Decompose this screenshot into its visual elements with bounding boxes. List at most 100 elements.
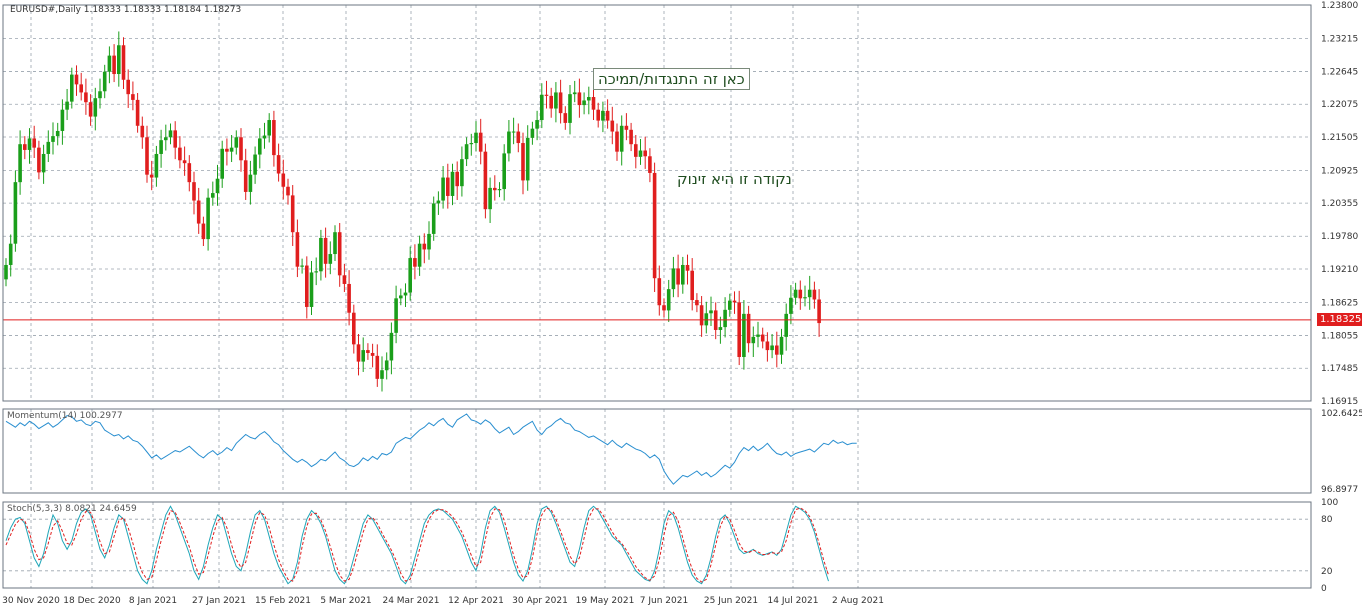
candle-bear bbox=[634, 144, 638, 157]
candle-bear bbox=[521, 143, 525, 181]
candle-bull bbox=[464, 144, 469, 160]
candle-bull bbox=[784, 313, 788, 337]
candle-bull bbox=[474, 132, 478, 144]
price-tick-label: 1.23215 bbox=[1321, 35, 1358, 45]
candle-bull bbox=[70, 74, 74, 102]
candle-bull bbox=[333, 232, 337, 255]
candle-bear bbox=[272, 120, 276, 156]
candle-bear bbox=[446, 177, 450, 196]
candle-bear bbox=[79, 84, 83, 93]
candle-bear bbox=[201, 223, 206, 240]
price-tick-label: 1.17485 bbox=[1321, 364, 1358, 374]
candle-bear bbox=[337, 232, 342, 276]
candle-bull bbox=[314, 271, 318, 273]
candle-bull bbox=[488, 187, 492, 210]
ignition-point-annotation[interactable]: נקודה זו היא זינוק bbox=[677, 170, 792, 188]
price-tick-label: 1.16915 bbox=[1321, 397, 1358, 407]
pane-frame bbox=[2, 501, 1312, 589]
date-tick-label: 12 Apr 2021 bbox=[448, 596, 504, 606]
candle-bull bbox=[601, 110, 605, 121]
candle-bull bbox=[436, 200, 441, 204]
stochastic-title: Stoch(5,3,3) 8.0821 24.6459 bbox=[7, 504, 137, 514]
candle-bull bbox=[554, 92, 558, 109]
candle-bear bbox=[276, 155, 281, 174]
candle-bear bbox=[131, 94, 135, 100]
candle-bear bbox=[84, 92, 88, 103]
candle-bull bbox=[728, 300, 732, 310]
candle-bull bbox=[65, 101, 69, 110]
candle-bull bbox=[403, 292, 408, 296]
candle-bear bbox=[563, 113, 568, 123]
candle-bull bbox=[389, 332, 394, 361]
candle-bear bbox=[596, 109, 600, 121]
candle-bear bbox=[239, 137, 243, 161]
candle-bull bbox=[793, 289, 798, 298]
candle-bull bbox=[229, 147, 234, 152]
candle-bull bbox=[587, 97, 591, 101]
candle-bull bbox=[267, 120, 271, 136]
candle-bull bbox=[159, 140, 163, 154]
candle-bull bbox=[511, 131, 516, 133]
candle-bull bbox=[55, 130, 60, 137]
candle-bear bbox=[746, 313, 751, 344]
candle-bull bbox=[253, 154, 257, 175]
candle-bull bbox=[93, 98, 98, 117]
candle-bear bbox=[662, 305, 666, 311]
candle-bear bbox=[295, 232, 300, 267]
price-tick-label: 1.22645 bbox=[1321, 67, 1358, 77]
candle-bull bbox=[417, 243, 422, 267]
candle-bear bbox=[149, 174, 154, 178]
candle-bull bbox=[168, 130, 173, 138]
candle-bull bbox=[789, 297, 793, 314]
candle-bull bbox=[619, 125, 624, 152]
candle-bear bbox=[483, 151, 488, 210]
candle-bull bbox=[51, 136, 55, 142]
price-tick-label: 1.18625 bbox=[1321, 299, 1358, 309]
candle-bear bbox=[370, 352, 375, 356]
candle-bear bbox=[685, 264, 690, 271]
candle-bull bbox=[380, 370, 384, 379]
stoch-tick-label: 0 bbox=[1321, 584, 1327, 594]
candle-bear bbox=[478, 132, 483, 152]
candle-bear bbox=[544, 94, 549, 96]
candle-bull bbox=[262, 135, 267, 139]
candle-bear bbox=[187, 163, 192, 183]
candle-bull bbox=[638, 150, 643, 157]
candle-bear bbox=[516, 131, 521, 144]
candle-bear bbox=[629, 129, 633, 145]
candle-bear bbox=[140, 125, 145, 138]
candle-bear bbox=[243, 160, 248, 192]
candle-bull bbox=[742, 313, 746, 357]
candle-bear bbox=[615, 131, 619, 152]
candle-bull bbox=[723, 309, 727, 328]
date-tick-label: 7 Jun 2021 bbox=[640, 596, 688, 606]
candle-bear bbox=[182, 160, 187, 164]
price-tick-label: 1.20355 bbox=[1321, 199, 1358, 209]
candle-bear bbox=[23, 144, 27, 150]
grid bbox=[3, 4, 1311, 588]
price-tick-label: 1.22075 bbox=[1321, 100, 1358, 110]
candle-bear bbox=[610, 120, 615, 132]
candle-bull bbox=[718, 327, 723, 330]
resistance-support-annotation[interactable]: כאן זה התנגדות/תמיכה bbox=[593, 68, 750, 90]
candle-bull bbox=[779, 336, 784, 355]
candle-bull bbox=[154, 153, 159, 178]
candle-bear bbox=[455, 171, 459, 187]
candle-bear bbox=[765, 341, 770, 351]
candle-bear bbox=[281, 173, 286, 187]
date-tick-label: 27 Jan 2021 bbox=[192, 596, 246, 606]
candle-bear bbox=[643, 150, 647, 157]
candle-bull bbox=[427, 233, 431, 250]
stoch-main-series bbox=[5, 505, 829, 585]
candle-bear bbox=[422, 243, 427, 250]
candle-bear bbox=[225, 148, 229, 152]
candle-bear bbox=[126, 79, 130, 95]
candle-bear bbox=[812, 289, 817, 300]
candle-bear bbox=[135, 99, 140, 126]
price-tick-label: 1.18055 bbox=[1321, 331, 1358, 341]
candle-bull bbox=[164, 137, 168, 141]
pane-frames bbox=[2, 4, 1312, 589]
candle-bull bbox=[469, 143, 474, 145]
